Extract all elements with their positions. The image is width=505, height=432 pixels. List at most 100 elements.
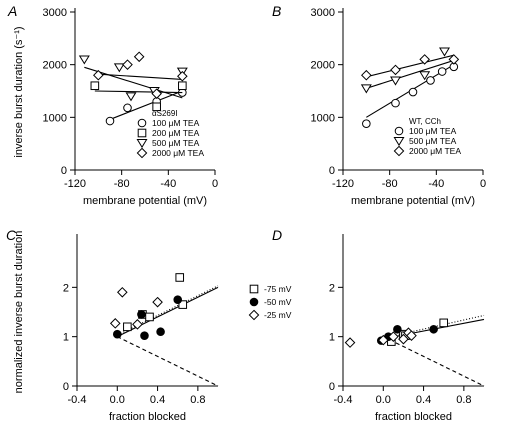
legend-title: WT, CCh: [409, 117, 441, 126]
y-tick-label: 3000: [311, 7, 335, 19]
fit-line: [94, 90, 183, 94]
legend-label: 100 μM TEA: [152, 118, 200, 128]
legend-marker: [137, 128, 147, 138]
x-tick-label: 0.4: [416, 394, 431, 406]
y-tick-label: 2: [329, 282, 335, 294]
fit-line-dotted: [381, 314, 485, 340]
data-point: [391, 98, 400, 108]
y-tick-label: 2000: [311, 60, 335, 72]
legend-marker: [249, 297, 259, 307]
x-tick-label: -40: [160, 178, 176, 190]
legend-title: αS269I: [152, 109, 178, 118]
data-point: [117, 286, 128, 298]
legend: -75 mV -50 mV -25 mV: [248, 284, 292, 321]
x-tick-label: -40: [428, 178, 444, 190]
data-point: [361, 69, 372, 81]
data-point: [398, 333, 409, 345]
data-point: [377, 334, 389, 346]
data-point: [109, 318, 121, 329]
y-tick-label: 1000: [43, 112, 67, 124]
x-tick-label: 0.0: [376, 394, 391, 406]
data-point: [344, 337, 356, 348]
y-tick-label: 2: [63, 282, 69, 294]
data-point: [437, 67, 447, 76]
data-point: [105, 116, 115, 126]
legend-marker: [394, 126, 404, 136]
data-point: [78, 55, 90, 65]
data-point: [362, 119, 371, 128]
y-tick-label: 1: [63, 332, 69, 344]
legend-marker: [393, 137, 405, 147]
x-tick-label: -120: [64, 178, 86, 190]
data-point: [426, 76, 435, 85]
legend-marker: [137, 118, 147, 128]
legend-label: 500 μM TEA: [409, 136, 457, 146]
series-diamond: [361, 54, 460, 81]
shared-y-label-bottom: normalized inverse burst duration: [13, 231, 25, 394]
data-point: [152, 296, 163, 308]
data-point: [178, 81, 187, 91]
data-point: [408, 87, 418, 97]
legend-label: 100 μM TEA: [409, 126, 457, 136]
data-point: [439, 318, 449, 328]
data-point: [132, 319, 143, 330]
panel-letter: A: [7, 3, 17, 19]
data-point: [125, 92, 137, 102]
data-point: [390, 64, 401, 76]
legend-label: 200 μM TEA: [152, 128, 200, 138]
x-tick-label: -80: [114, 178, 130, 190]
legend-label: 2000 μM TEA: [152, 148, 204, 158]
y-tick-label: 0: [61, 165, 67, 177]
legend-marker: [136, 139, 148, 149]
legend-marker: [393, 145, 405, 157]
data-point: [156, 327, 165, 337]
legend-marker: [248, 309, 260, 321]
x-tick-label: -80: [382, 178, 398, 190]
series-circle: [362, 62, 459, 128]
x-tick-label: 0.8: [190, 394, 205, 406]
data-point: [390, 76, 401, 86]
data-point: [429, 324, 438, 334]
data-point: [178, 300, 188, 309]
data-point: [419, 71, 431, 81]
x-tick-label: -120: [332, 178, 354, 190]
y-tick-label: 0: [329, 165, 335, 177]
data-point: [112, 329, 122, 339]
data-point: [177, 70, 188, 82]
y-tick-label: 0: [63, 381, 69, 393]
data-point: [123, 103, 132, 113]
x-axis-title: membrane potential (mV): [351, 195, 475, 207]
x-axis-title: membrane potential (mV): [83, 195, 207, 207]
series-triangle-down: [360, 47, 455, 94]
legend-label: 2000 μM TEA: [409, 146, 461, 156]
data-point: [145, 312, 154, 322]
legend-marker: [249, 284, 259, 294]
x-tick-label: 0: [212, 178, 218, 190]
data-point: [439, 47, 450, 57]
fit-line-dotted: [115, 285, 219, 337]
series-diamond: [93, 51, 188, 99]
series-square: [90, 81, 187, 112]
data-point: [151, 88, 162, 99]
shared-y-label-top: inverse burst duration (s⁻¹): [13, 26, 25, 157]
legend-marker: [136, 147, 148, 159]
legend-label: 500 μM TEA: [152, 138, 200, 148]
panel-letter: C: [6, 227, 17, 243]
data-point: [173, 295, 183, 304]
legend-label: -25 mV: [264, 310, 292, 320]
x-tick-label: 0.8: [456, 394, 471, 406]
data-point: [90, 81, 100, 91]
legend-label: -50 mV: [264, 297, 292, 307]
data-point: [388, 331, 399, 342]
panel-a: A -120 -80 -40 0 0 1000 2000 3000 membrane potent…: [7, 3, 218, 207]
x-tick-label: 0: [480, 178, 486, 190]
data-point: [133, 51, 145, 63]
panel-d: D -0.4 0.0 0.4 0.8 0 1 2 fraction blocked: [272, 227, 485, 423]
series-diamond: [344, 327, 417, 348]
y-tick-label: 0: [329, 381, 335, 393]
fit-line-dashed: [117, 336, 219, 387]
